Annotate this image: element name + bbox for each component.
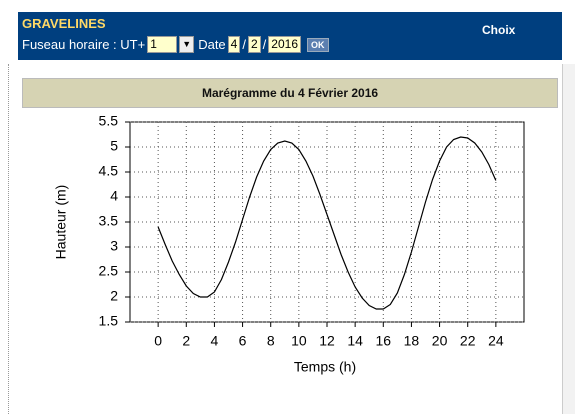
timezone-select[interactable]: 1	[147, 36, 178, 53]
station-title: GRAVELINES	[22, 16, 106, 31]
frame	[8, 64, 9, 414]
y-tick-label: 4	[110, 188, 118, 204]
y-tick-label: 5	[110, 138, 118, 154]
x-axis-label: Temps (h)	[294, 359, 356, 375]
choix-link[interactable]: Choix	[482, 23, 516, 37]
x-tick-label: 22	[460, 333, 476, 349]
ok-button[interactable]: OK	[307, 37, 329, 52]
x-tick-label: 10	[291, 333, 307, 349]
x-tick-label: 16	[375, 333, 391, 349]
y-tick-label: 5.5	[99, 113, 119, 129]
select-arrow[interactable]: ▼	[179, 36, 195, 53]
y-tick-label: 4.5	[99, 163, 119, 179]
date-label: Date	[198, 37, 226, 52]
x-tick-label: 14	[347, 333, 363, 349]
day-input[interactable]: 4	[227, 36, 241, 53]
y-tick-label: 3	[110, 238, 118, 254]
scrollbar[interactable]	[562, 64, 575, 414]
x-tick-label: 12	[319, 333, 335, 349]
x-tick-label: 20	[432, 333, 448, 349]
x-tick-label: 4	[211, 333, 219, 349]
y-tick-label: 2	[110, 288, 118, 304]
x-tick-label: 24	[488, 333, 504, 349]
x-tick-label: 8	[267, 333, 275, 349]
x-tick-label: 2	[182, 333, 190, 349]
y-tick-label: 1.5	[99, 313, 119, 329]
x-tick-label: 6	[239, 333, 247, 349]
y-axis-label: Hauteur (m)	[53, 185, 69, 260]
chart-title: Marégramme du 4 Février 2016	[22, 78, 558, 108]
year-input[interactable]: 2016	[268, 36, 301, 53]
x-tick-label: 18	[404, 333, 420, 349]
header-bar: GRAVELINES Choix Fuseau horaire : UT+ 1 ▼…	[18, 12, 562, 60]
timezone-label: Fuseau horaire : UT+	[22, 37, 146, 52]
separator: /	[262, 37, 267, 52]
x-tick-label: 0	[154, 333, 162, 349]
month-input[interactable]: 2	[247, 36, 261, 53]
form: Fuseau horaire : UT+ 1 ▼ Date 4 / 2 / 201…	[22, 36, 329, 53]
tide-line	[157, 136, 497, 310]
y-tick-label: 3.5	[99, 213, 119, 229]
y-tick-label: 2.5	[99, 263, 119, 279]
separator: /	[242, 37, 246, 52]
